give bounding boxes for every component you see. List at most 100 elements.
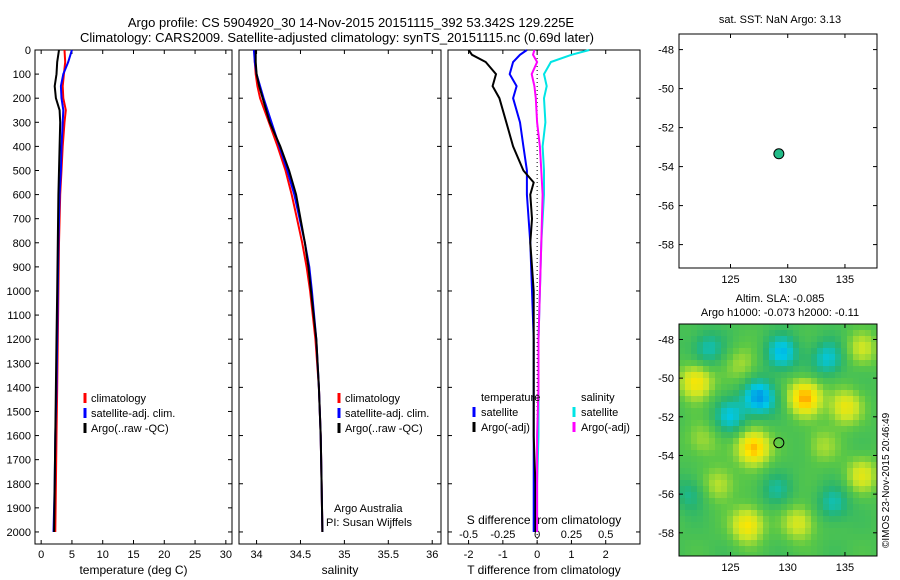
heatmap-cell: [769, 522, 775, 528]
heatmap-cell: [769, 360, 775, 366]
heatmap-cell: [745, 408, 751, 414]
x-tick-label: 20: [158, 549, 170, 561]
heatmap-cell: [769, 456, 775, 462]
heatmap-cell: [769, 372, 775, 378]
heatmap-cell: [697, 462, 703, 468]
heatmap-cell: [709, 354, 715, 360]
heatmap-cell: [823, 492, 829, 498]
heatmap-cell: [727, 450, 733, 456]
heatmap-cell: [865, 510, 871, 516]
heatmap-cell: [709, 372, 715, 378]
heatmap-cell: [871, 546, 877, 552]
heatmap-cell: [751, 402, 757, 408]
heatmap-cell: [715, 360, 721, 366]
heatmap-cell: [799, 330, 805, 336]
heatmap-cell: [871, 462, 877, 468]
heatmap-cell: [703, 480, 709, 486]
heatmap-cell: [859, 546, 865, 552]
heatmap-cell: [787, 336, 793, 342]
heatmap-cell: [787, 540, 793, 546]
heatmap-cell: [847, 492, 853, 498]
x-tick-label: 10: [97, 549, 109, 561]
heatmap-cell: [841, 342, 847, 348]
heatmap-cell: [787, 498, 793, 504]
heatmap-cell: [697, 348, 703, 354]
heatmap-cell: [679, 456, 685, 462]
heatmap-cell: [733, 528, 739, 534]
heatmap-cell: [691, 324, 697, 330]
heatmap-cell: [685, 534, 691, 540]
heatmap-cell: [835, 492, 841, 498]
heatmap-cell: [751, 444, 757, 450]
heatmap-cell: [829, 498, 835, 504]
heatmap-cell: [769, 480, 775, 486]
y-tick-label: 800: [13, 238, 31, 250]
heatmap-cell: [751, 420, 757, 426]
heatmap-cell: [769, 528, 775, 534]
heatmap-cell: [871, 420, 877, 426]
heatmap-cell: [715, 534, 721, 540]
heatmap-cell: [685, 438, 691, 444]
heatmap-cell: [811, 384, 817, 390]
heatmap-cell: [847, 516, 853, 522]
heatmap-cell: [865, 366, 871, 372]
heatmap-cell: [703, 468, 709, 474]
heatmap-cell: [871, 408, 877, 414]
heatmap-cell: [685, 546, 691, 552]
heatmap-cell: [715, 354, 721, 360]
heatmap-cell: [697, 504, 703, 510]
heatmap-cell: [817, 498, 823, 504]
heatmap-cell: [763, 480, 769, 486]
heatmap-cell: [703, 444, 709, 450]
heatmap-cell: [763, 522, 769, 528]
heatmap-cell: [799, 336, 805, 342]
heatmap-cell: [811, 432, 817, 438]
x-axis-label-secondary: S difference from climatology: [467, 513, 622, 527]
heatmap-cell: [835, 414, 841, 420]
heatmap-cell: [811, 426, 817, 432]
heatmap-cell: [733, 408, 739, 414]
heatmap-cell: [685, 336, 691, 342]
heatmap-cell: [823, 438, 829, 444]
heatmap-cell: [745, 354, 751, 360]
heatmap-cell: [727, 408, 733, 414]
heatmap-cell: [757, 540, 763, 546]
heatmap-cell: [751, 462, 757, 468]
heatmap-cell: [823, 372, 829, 378]
heatmap-cell: [727, 486, 733, 492]
heatmap-cell: [679, 516, 685, 522]
heatmap-cell: [715, 498, 721, 504]
heatmap-cell: [841, 438, 847, 444]
heatmap-cell: [721, 498, 727, 504]
heatmap-cell: [859, 540, 865, 546]
heatmap-cell: [853, 444, 859, 450]
heatmap-cell: [853, 384, 859, 390]
heatmap-cell: [685, 468, 691, 474]
heatmap-cell: [715, 348, 721, 354]
y-tick-label: 1200: [7, 334, 31, 346]
heatmap-cell: [847, 402, 853, 408]
heatmap-cell: [871, 360, 877, 366]
y-tick-label: -52: [658, 123, 674, 135]
heatmap-cell: [823, 432, 829, 438]
heatmap-cell: [679, 540, 685, 546]
heatmap-cell: [715, 474, 721, 480]
heatmap-cell: [721, 534, 727, 540]
heatmap-cell: [823, 474, 829, 480]
heatmap-cell: [721, 372, 727, 378]
heatmap-cell: [781, 480, 787, 486]
heatmap-cell: [745, 498, 751, 504]
heatmap-cell: [799, 408, 805, 414]
heatmap-cell: [841, 408, 847, 414]
heatmap-cell: [679, 330, 685, 336]
heatmap-cell: [841, 534, 847, 540]
heatmap-cell: [703, 372, 709, 378]
heatmap-cell: [691, 438, 697, 444]
heatmap-cell: [841, 360, 847, 366]
heatmap-cell: [823, 498, 829, 504]
heatmap-cell: [787, 408, 793, 414]
heatmap-cell: [709, 534, 715, 540]
heatmap-cell: [799, 342, 805, 348]
heatmap-cell: [757, 480, 763, 486]
heatmap-cell: [793, 474, 799, 480]
